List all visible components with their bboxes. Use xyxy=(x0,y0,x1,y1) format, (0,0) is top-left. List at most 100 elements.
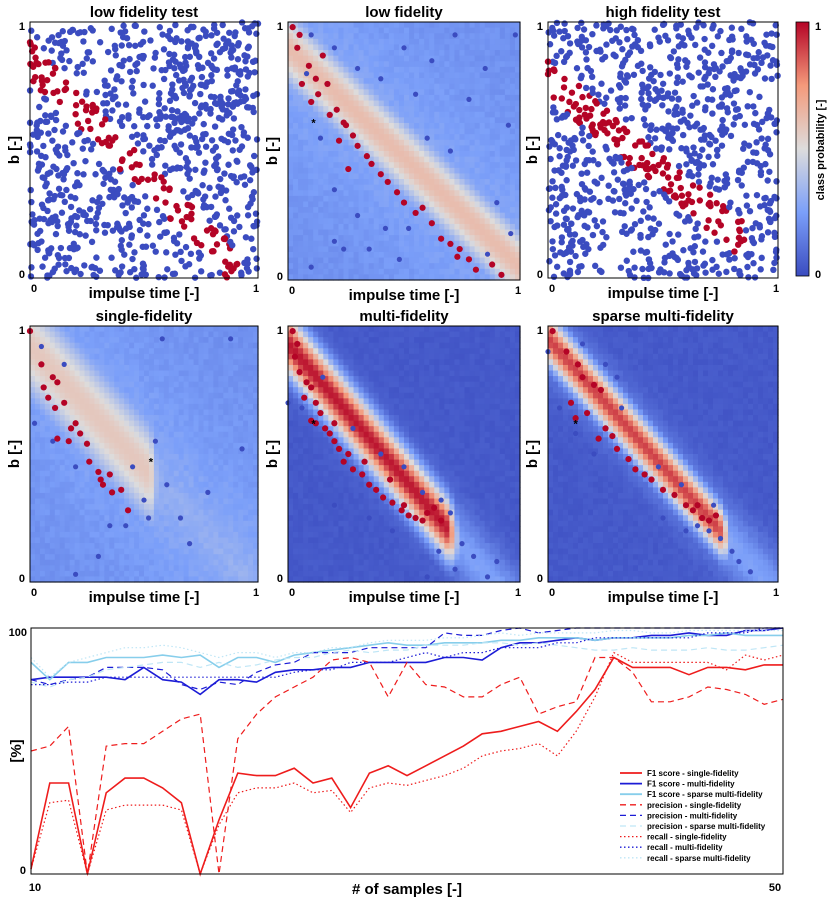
heatmap-cell xyxy=(293,72,299,79)
data-point-positive xyxy=(363,153,370,160)
data-point-negative xyxy=(40,142,47,150)
data-point-negative xyxy=(70,240,77,247)
data-point-negative xyxy=(578,130,586,137)
heatmap-cell xyxy=(383,50,390,57)
data-point-negative xyxy=(228,54,235,61)
heatmap-cell xyxy=(39,348,46,355)
heatmap-cell xyxy=(383,66,390,74)
heatmap-cell xyxy=(39,437,46,444)
data-point-negative xyxy=(560,250,567,258)
heatmap-cell xyxy=(464,128,471,135)
heatmap-cell xyxy=(494,55,501,62)
data-point-negative xyxy=(716,68,723,75)
heatmap-cell xyxy=(303,274,309,281)
heatmap-cell xyxy=(79,342,86,349)
heatmap-cell xyxy=(358,134,365,141)
data-point-negative xyxy=(108,25,115,33)
data-point-negative xyxy=(750,149,757,156)
data-point-negative xyxy=(587,196,595,203)
heatmap-cell xyxy=(383,89,390,96)
data-point-positive xyxy=(158,174,165,181)
heatmap-cell xyxy=(494,50,501,57)
heatmap-cell xyxy=(353,162,360,169)
heatmap-cell xyxy=(104,381,110,388)
heatmap-cell xyxy=(373,190,380,197)
data-point-positive xyxy=(582,104,590,112)
heatmap-cell xyxy=(429,184,435,191)
data-point-negative xyxy=(317,135,324,141)
heatmap-cell xyxy=(74,454,81,461)
heatmap-cell xyxy=(64,509,71,516)
data-point-negative xyxy=(756,224,764,231)
heatmap-cell xyxy=(69,565,76,572)
heatmap-cell xyxy=(429,263,435,270)
heatmap-cell xyxy=(323,145,329,152)
heatmap-cell xyxy=(383,111,390,118)
heatmap-cell xyxy=(119,509,125,516)
heatmap-cell xyxy=(303,195,309,203)
heatmap-cell xyxy=(474,218,481,225)
data-point-negative xyxy=(253,265,261,272)
data-point-negative xyxy=(134,60,141,67)
heatmap-cell xyxy=(373,117,380,124)
heatmap-cell xyxy=(398,78,405,85)
heatmap-cell xyxy=(434,50,440,57)
heatmap-cell xyxy=(49,576,56,583)
heatmap-cell xyxy=(114,504,120,511)
heatmap-cell xyxy=(504,190,511,197)
heatmap-cell xyxy=(514,111,521,118)
heatmap-cell xyxy=(444,61,450,68)
heatmap-cell xyxy=(474,66,481,74)
data-point-negative xyxy=(553,263,561,270)
heatmap-cell xyxy=(509,173,516,180)
heatmap-cell xyxy=(119,504,125,511)
heatmap-cell xyxy=(333,207,340,214)
heatmap-cell xyxy=(499,66,506,74)
heatmap-cell xyxy=(119,342,125,349)
heatmap-cell xyxy=(479,268,486,275)
heatmap-cell xyxy=(99,554,105,561)
heatmap-cell xyxy=(129,531,135,539)
data-point-negative xyxy=(621,102,629,109)
heatmap-cell xyxy=(30,348,36,355)
data-point-positive xyxy=(560,84,568,91)
data-point-positive xyxy=(213,241,221,248)
heatmap-cell xyxy=(313,257,319,264)
heatmap-cell xyxy=(444,268,450,275)
data-point-negative xyxy=(663,93,671,100)
heatmap-cell xyxy=(89,398,96,405)
heatmap-cell xyxy=(484,145,491,152)
heatmap-cell xyxy=(469,83,476,90)
heatmap-cell xyxy=(129,403,135,411)
heatmap-cell xyxy=(439,240,445,247)
heatmap-cell xyxy=(398,251,405,259)
data-point-negative xyxy=(224,72,231,79)
heatmap-cell xyxy=(373,212,380,219)
heatmap-cell xyxy=(104,359,110,366)
data-point-negative xyxy=(186,175,193,182)
heatmap-cell xyxy=(348,38,355,46)
heatmap-cell xyxy=(499,179,506,186)
heatmap-cell xyxy=(388,22,395,29)
heatmap-cell xyxy=(489,89,496,96)
data-point-negative xyxy=(67,203,75,211)
heatmap-cell xyxy=(308,173,314,180)
heatmap-cell xyxy=(398,212,405,219)
heatmap-cell xyxy=(409,145,415,152)
data-point-negative xyxy=(605,195,612,203)
data-point-positive xyxy=(643,159,651,167)
heatmap-cell xyxy=(54,554,61,561)
heatmap-cell xyxy=(333,38,340,46)
heatmap-cell xyxy=(303,94,309,102)
data-point-negative xyxy=(186,93,193,100)
data-point-negative xyxy=(675,43,683,50)
heatmap-cell xyxy=(89,437,96,444)
heatmap-cell xyxy=(373,246,380,253)
data-point-negative xyxy=(589,89,596,97)
heatmap-cell xyxy=(343,89,350,96)
heatmap-cell xyxy=(124,370,130,377)
heatmap-cell xyxy=(504,38,511,46)
heatmap-cell xyxy=(293,201,299,208)
data-point-positive xyxy=(226,261,234,269)
heatmap-cell xyxy=(79,526,86,533)
